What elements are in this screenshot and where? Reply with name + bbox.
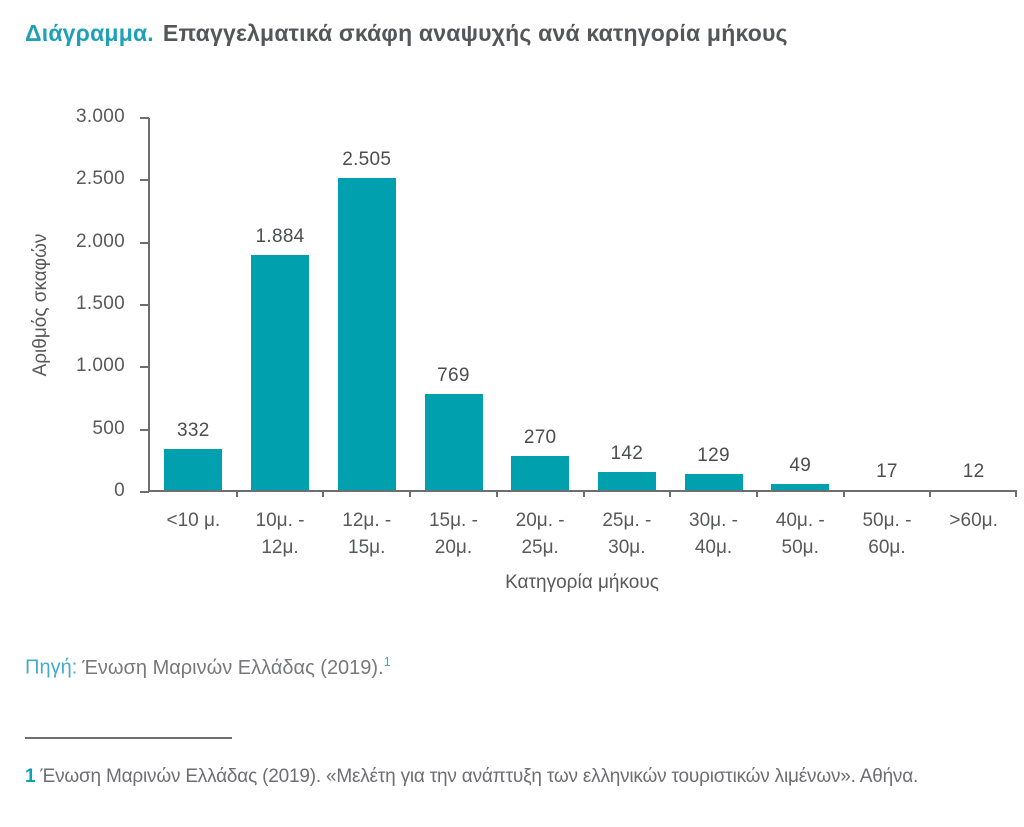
- x-axis-tick: [409, 490, 412, 497]
- y-axis-tick-label: 2.000: [75, 230, 125, 252]
- y-axis-tick: [140, 241, 149, 244]
- x-axis-title: Κατηγορία μήκους: [505, 572, 659, 593]
- x-axis-category-label: >60μ.: [949, 510, 998, 531]
- x-axis-category-label: 30μ. - 40μ.: [689, 510, 739, 558]
- footnote-text: Ένωση Μαρινών Ελλάδας (2019). «Μελέτη γι…: [40, 766, 919, 787]
- bar-value-label: 12: [962, 461, 985, 482]
- x-axis-tick: [582, 490, 585, 497]
- bar-value-label: 129: [697, 444, 730, 466]
- y-axis-tick-label: 500: [92, 417, 125, 439]
- source-footnote-ref: 1: [383, 654, 391, 669]
- bar: [684, 473, 743, 490]
- x-axis-category-label: 10μ. - 12μ.: [255, 510, 305, 558]
- y-axis-tick-label: 1.000: [75, 355, 125, 377]
- chart-title-prefix: Διάγραμμα.: [25, 20, 154, 46]
- x-axis-category-label: 20μ. - 25μ.: [515, 510, 565, 558]
- x-axis-tick: [929, 490, 932, 497]
- x-axis-tick: [669, 490, 672, 497]
- bar-value-label: 270: [523, 427, 557, 449]
- x-axis-category-label: 12μ. - 15μ.: [342, 510, 392, 558]
- bar: [597, 472, 656, 490]
- x-axis-category-label: 15μ. - 20μ.: [428, 510, 478, 558]
- footnote-marker: 1: [25, 766, 36, 787]
- x-axis-category-label: 25μ. - 30μ.: [602, 510, 652, 558]
- chart-title: Διάγραμμα. Επαγγελματικά σκάφη αναψυχής α…: [25, 20, 788, 47]
- bar: [424, 394, 483, 490]
- footnote-divider: [25, 737, 232, 739]
- bar-value-label: 142: [610, 443, 644, 465]
- y-axis-tick: [140, 117, 149, 119]
- x-axis-tick: [322, 490, 325, 497]
- x-axis-tick: [842, 490, 845, 497]
- bar: [771, 483, 830, 490]
- bar-value-label: 769: [437, 365, 470, 387]
- y-axis-tick: [140, 428, 149, 431]
- footnote: 1 Ένωση Μαρινών Ελλάδας (2019). «Μελέτη γ…: [25, 766, 1015, 788]
- y-axis-tick-label: 0: [114, 480, 125, 501]
- y-axis-tick: [140, 366, 149, 369]
- x-axis-tick: [755, 490, 758, 497]
- bar-value-label: 49: [789, 454, 812, 476]
- bar: [511, 456, 570, 490]
- y-axis-tick-label: 2.500: [75, 168, 125, 190]
- plot-area: 0 500 1.000 1.500 2.000 2.500 3.000 332 <10 μ. 1.…: [76, 106, 1017, 558]
- source-line: Πηγή: Ένωση Μαρινών Ελλάδας (2019).1: [25, 654, 391, 680]
- bar-value-label: 1.884: [255, 226, 305, 248]
- y-axis-title: Αριθμός σκαφών: [30, 233, 51, 377]
- x-axis-tick: [1015, 490, 1017, 497]
- bar: [251, 255, 310, 490]
- source-text: Ένωση Μαρινών Ελλάδας (2019).: [82, 656, 384, 679]
- source-label: Πηγή:: [25, 656, 78, 679]
- y-axis-tick: [140, 179, 149, 182]
- x-axis-category-label: 40μ. - 50μ.: [775, 510, 825, 558]
- bar: [337, 177, 396, 490]
- bar: [164, 448, 223, 490]
- x-axis-category-label: 50μ. - 60μ.: [862, 510, 912, 558]
- y-axis-tick: [140, 491, 149, 493]
- y-axis-tick-label: 1.500: [75, 293, 125, 314]
- bar-value-label: 332: [177, 419, 210, 441]
- x-axis-tick: [495, 490, 498, 497]
- x-axis-category-label: <10 μ.: [166, 510, 221, 531]
- bar-value-label: 17: [876, 461, 898, 482]
- x-axis-tick: [235, 490, 238, 497]
- chart-title-text: Επαγγελματικά σκάφη αναψυχής ανά κατηγορ…: [162, 20, 788, 46]
- y-axis-tick: [140, 304, 149, 306]
- y-axis-tick-label: 3.000: [75, 106, 125, 127]
- bar-value-label: 2.505: [342, 148, 392, 170]
